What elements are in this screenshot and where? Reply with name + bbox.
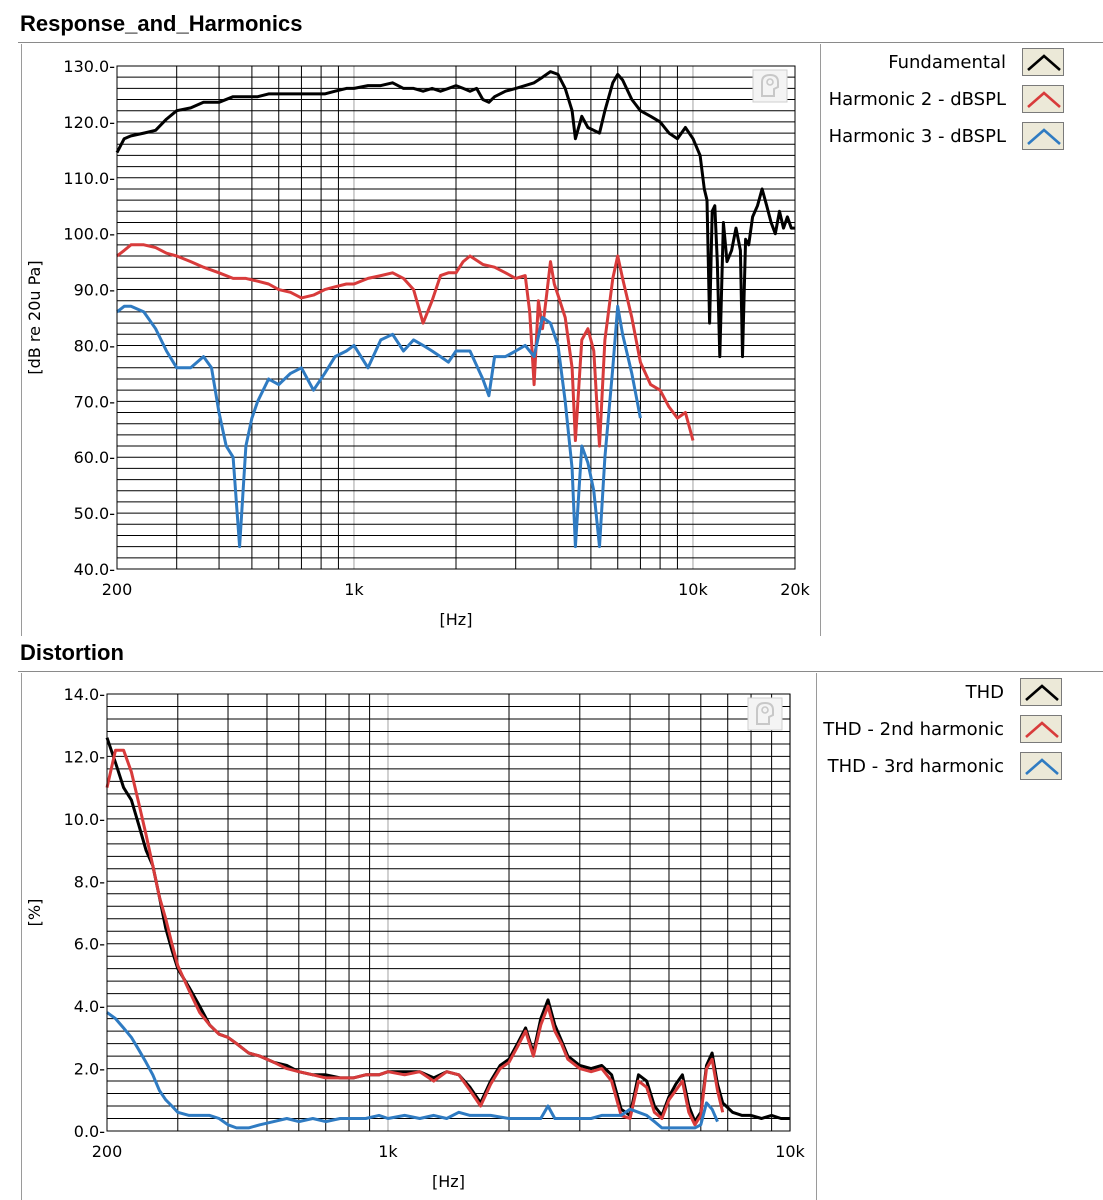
response-legend-item[interactable]: Harmonic 2 - dBSPL bbox=[829, 83, 1064, 115]
response-legend-label: Harmonic 3 - dBSPL bbox=[829, 126, 1006, 147]
distortion-legend-swatch-icon[interactable] bbox=[1020, 715, 1062, 743]
distortion-plot[interactable]: 0.0- 2.0- 4.0- 6.0- 8.0- 10.0- 12.0- 14.0- 200 1k… bbox=[0, 0, 816, 1200]
response-legend-item[interactable]: Harmonic 3 - dBSPL bbox=[829, 120, 1064, 152]
distortion-legend-item[interactable]: THD - 2nd harmonic bbox=[823, 713, 1062, 745]
distortion-graph-tool-icon[interactable] bbox=[748, 698, 782, 730]
distortion-y-tick-label: 12.0- bbox=[64, 747, 105, 766]
distortion-legend-label: THD bbox=[966, 682, 1004, 703]
response-legend-swatch-icon[interactable] bbox=[1022, 122, 1064, 150]
distortion-y-tick-label: 0.0- bbox=[74, 1122, 105, 1141]
distortion-legend-item[interactable]: THD - 3rd harmonic bbox=[828, 750, 1062, 782]
distortion-x-tick-label: 10k bbox=[775, 1142, 805, 1161]
distortion-legend-label: THD - 2nd harmonic bbox=[823, 719, 1004, 740]
response-legend-divider bbox=[820, 44, 821, 636]
distortion-plot-area bbox=[107, 694, 790, 1131]
distortion-x-axis-label: [Hz] bbox=[432, 1172, 465, 1191]
distortion-y-tick-label: 8.0- bbox=[74, 872, 105, 891]
distortion-chart-svg: 0.0- 2.0- 4.0- 6.0- 8.0- 10.0- 12.0- 14.0- 200 1k… bbox=[0, 0, 816, 1200]
distortion-x-tick-label: 1k bbox=[378, 1142, 398, 1161]
response-legend-label: Harmonic 2 - dBSPL bbox=[829, 89, 1006, 110]
response-legend-swatch-icon[interactable] bbox=[1022, 48, 1064, 76]
distortion-legend-divider bbox=[816, 673, 817, 1200]
distortion-legend-item[interactable]: THD bbox=[966, 676, 1062, 708]
distortion-y-tick-label: 14.0- bbox=[64, 685, 105, 704]
response-legend-swatch-icon[interactable] bbox=[1022, 85, 1064, 113]
distortion-y-tick-label: 6.0- bbox=[74, 935, 105, 954]
distortion-legend-swatch-icon[interactable] bbox=[1020, 752, 1062, 780]
response-legend-item[interactable]: Fundamental bbox=[888, 46, 1064, 78]
distortion-legend-swatch-icon[interactable] bbox=[1020, 678, 1062, 706]
distortion-legend-label: THD - 3rd harmonic bbox=[828, 756, 1004, 777]
distortion-y-tick-label: 4.0- bbox=[74, 997, 105, 1016]
distortion-legend: THD THD - 2nd harmonic THD - 3rd harmonic bbox=[818, 676, 1062, 796]
distortion-y-tick-label: 10.0- bbox=[64, 810, 105, 829]
response-legend: Fundamental Harmonic 2 - dBSPL Harmonic 3 … bbox=[822, 46, 1064, 166]
response-legend-label: Fundamental bbox=[888, 52, 1006, 73]
distortion-y-axis-label: [%] bbox=[25, 899, 44, 927]
distortion-x-tick-label: 200 bbox=[92, 1142, 123, 1161]
distortion-y-tick-label: 2.0- bbox=[74, 1060, 105, 1079]
